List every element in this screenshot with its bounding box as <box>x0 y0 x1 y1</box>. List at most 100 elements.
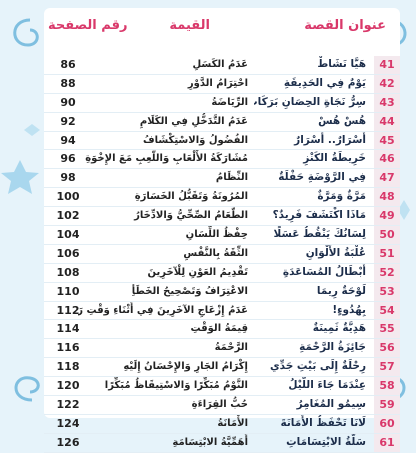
story-title: مَاذَا اكْتَشَفَ فَرِيدٌ؟ <box>272 209 366 222</box>
story-title: فِي الرَّوْضَةِ حَفْلَةٌ <box>278 171 366 184</box>
page-number: 116 <box>56 341 80 355</box>
story-value: حِفْظُ اللِّسَانِ <box>185 229 248 241</box>
story-title: لَانَا تَحْفَظُ الأَمَانَةَ <box>280 416 367 429</box>
page-number: 102 <box>56 209 80 223</box>
story-value: مُشَارَكَةُ الأَلْعَابِ وَاللَّعِبِ مَعَ… <box>85 153 248 165</box>
story-value: النَّوْمُ مُبَكِّرًا وَالاسْتِيقَاظُ مُب… <box>104 380 248 392</box>
story-value: الطَّعَامُ الصِّحِّيُّ وَالادِّخَارُ <box>134 210 248 222</box>
toc-row: 47 فِي الرَّوْضَةِ حَفْلَةٌ النِّظَامُ 98 <box>44 169 400 189</box>
story-title: سَلَّةُ الابْتِسَامَاتِ <box>286 435 366 448</box>
page-number: 124 <box>56 416 80 430</box>
story-value: الفُضُولُ وَالاسْتِكْشَافُ <box>142 134 248 146</box>
story-value: تَقْدِيمُ العَوْنِ لِلْآخَرِينَ <box>147 266 248 278</box>
story-title: لِسَانُكَ يَنْقُطُ عَسَلًا <box>273 228 366 241</box>
page-number: 118 <box>56 360 80 374</box>
story-number: 51 <box>374 244 400 263</box>
page-number: 86 <box>60 58 76 71</box>
story-number: 49 <box>374 207 400 226</box>
page-number: 90 <box>60 95 76 109</box>
story-title: سِيمُو المُغَامِرُ <box>296 398 366 411</box>
story-number: 61 <box>374 433 400 452</box>
story-number: 52 <box>374 263 400 282</box>
page-number: 126 <box>56 435 80 449</box>
screen: {"header": {"title_col": "عنوان القصة", … <box>1 8 410 453</box>
story-title: لَوْحَةٌ رِيمَا <box>316 284 366 297</box>
page-number: 94 <box>60 133 76 147</box>
story-value: احْتِرَامُ الدَّوْرِ <box>187 77 248 89</box>
toc-row: 51 عُلْبَةُ الأَلْوَانِ الثِّقَةُ بِالنَّف… <box>44 244 400 264</box>
story-number: 59 <box>374 396 400 414</box>
toc-row: 53 لَوْحَةٌ رِيمَا الاعْتِرَافُ وَتَصْحِيح… <box>44 282 400 302</box>
page-number: 96 <box>60 152 76 166</box>
story-title: هَدِيَّةٌ ثَمِينَةٌ <box>312 322 366 335</box>
story-value: المُرُونَةُ وَتَقَبُّلُ الخَسَارَةِ <box>134 191 248 203</box>
toc-row: 45 أَسْرَارٌ.. أَسْرَارٌ الفُضُولُ وَالاسْ… <box>44 131 400 151</box>
page-number: 100 <box>56 190 80 204</box>
page-number: 110 <box>56 284 80 298</box>
page-number: 112 <box>56 303 80 317</box>
toc-row: 58 عِنْدَمَا جَاءَ اللَّيْلُ النَّوْمُ مُب… <box>44 377 400 397</box>
story-value: عَدَمُ الكَسَلِ <box>192 59 248 70</box>
story-value: الاعْتِرَافُ وَتَصْحِيحُ الخَطَأِ <box>131 285 248 297</box>
page-number: 114 <box>56 322 80 336</box>
toc-row: 52 أَبْطَالُ المُسَاعَدَةِ تَقْدِيمُ العَو… <box>44 263 400 283</box>
story-number: 54 <box>374 301 400 320</box>
story-title: عِنْدَمَا جَاءَ اللَّيْلُ <box>288 379 366 392</box>
toc-row: 50 لِسَانُكَ يَنْقُطُ عَسَلًا حِفْظُ اللِّ… <box>44 226 400 245</box>
page-number: 120 <box>56 379 80 393</box>
story-number: 43 <box>374 93 400 112</box>
story-value: حُبُّ القِرَاءَةِ <box>191 399 248 411</box>
column-header: القيمة <box>169 18 210 33</box>
story-value: النِّظَامُ <box>215 172 248 184</box>
page-number: 88 <box>60 76 76 90</box>
story-value: إِكْرَامُ الجَارِ وَالإِحْسَانُ إِلَيْهِ <box>123 361 248 373</box>
toc-row: 43 سِرُّ نَجَاةِ الحِصَانِ بَرَكَات الرِّي… <box>44 93 400 113</box>
story-number: 55 <box>374 320 400 339</box>
story-number: 56 <box>374 339 400 358</box>
toc-row: 54 بِهُدُوءٍ! عَدَمُ إِزْعَاجِ الآخَرِينَ … <box>44 301 400 321</box>
story-number: 48 <box>374 188 400 207</box>
story-title: أَسْرَارٌ.. أَسْرَارٌ <box>294 133 366 146</box>
contents-table: 41 هَيَّا نَشَاطْ عَدَمُ الكَسَلِ 86 42 يَوْم… <box>44 56 400 453</box>
page-number: 106 <box>56 246 80 260</box>
story-title: يَوْمٌ فِي الحَدِيقَةِ <box>283 76 366 89</box>
story-title: سِرُّ نَجَاةِ الحِصَانِ بَرَكَات <box>254 95 366 108</box>
story-value: أَهَمِّيَّةُ الابْتِسَامَةِ <box>172 436 248 448</box>
story-number: 47 <box>374 169 400 188</box>
toc-row: 56 جَائِزَةُ الرَّحْمَةِ الرَّحْمَةُ 116 <box>44 339 400 359</box>
toc-row: 42 يَوْمٌ فِي الحَدِيقَةِ احْتِرَامُ الدَّ… <box>44 74 400 94</box>
toc-row: 49 مَاذَا اكْتَشَفَ فَرِيدٌ؟ الطَّعَامُ ال… <box>44 207 400 227</box>
story-value: الثِّقَةُ بِالنَّفْسِ <box>183 247 248 259</box>
toc-row: 41 هَيَّا نَشَاطْ عَدَمُ الكَسَلِ 86 <box>44 56 400 75</box>
toc-row: 48 مَرَّةٌ وَمَرَّةٌ المُرُونَةُ وَتَقَبُّ… <box>44 188 400 208</box>
story-number: 45 <box>374 131 400 150</box>
story-title: جَائِزَةُ الرَّحْمَةِ <box>299 341 366 354</box>
column-header: عنوان القصة <box>304 18 386 33</box>
story-number: 50 <box>374 226 400 244</box>
story-value: الرِّيَاضَةُ <box>211 96 248 108</box>
story-title: خَرِيطَةُ الكَنْزِ <box>303 152 366 165</box>
toc-row: 44 هُسْ هُسْ عَدَمُ التَّدَخُّلِ فِي الكَل… <box>44 112 400 132</box>
column-header: رقم الصفحة <box>48 18 128 33</box>
story-number: 42 <box>374 74 400 93</box>
toc-row: 46 خَرِيطَةُ الكَنْزِ مُشَارَكَةُ الأَلْعَ… <box>44 150 400 170</box>
contents-page: عنوان القصة القيمة رقم الصفحة 41 هَيَّا ن… <box>44 8 400 453</box>
page-number: 92 <box>60 114 76 128</box>
story-title: أَبْطَالُ المُسَاعَدَةِ <box>282 265 366 278</box>
story-title: عُلْبَةُ الأَلْوَانِ <box>305 246 366 259</box>
story-number: 44 <box>374 112 400 131</box>
story-title: مَرَّةٌ وَمَرَّةٌ <box>317 190 366 203</box>
page-number: 122 <box>56 398 80 412</box>
story-number: 57 <box>374 358 400 377</box>
story-number: 46 <box>374 150 400 169</box>
toc-row: 60 لَانَا تَحْفَظُ الأَمَانَةَ الأَمَانَةُ… <box>44 414 400 434</box>
story-title: هُسْ هُسْ <box>318 114 366 127</box>
story-value: عَدَمُ إِزْعَاجِ الآخَرِينَ فِي أَثْنَاء… <box>78 304 248 316</box>
toc-row: 55 هَدِيَّةٌ ثَمِينَةٌ قِيمَةُ الوَقْتِ 114 <box>44 320 400 340</box>
page-number: 98 <box>60 171 76 185</box>
story-number: 58 <box>374 377 400 396</box>
story-number: 53 <box>374 282 400 301</box>
toc-row: 61 سَلَّةُ الابْتِسَامَاتِ أَهَمِّيَّةُ ال… <box>44 433 400 453</box>
page-number: 104 <box>56 228 80 242</box>
story-title: بِهُدُوءٍ! <box>332 303 366 316</box>
